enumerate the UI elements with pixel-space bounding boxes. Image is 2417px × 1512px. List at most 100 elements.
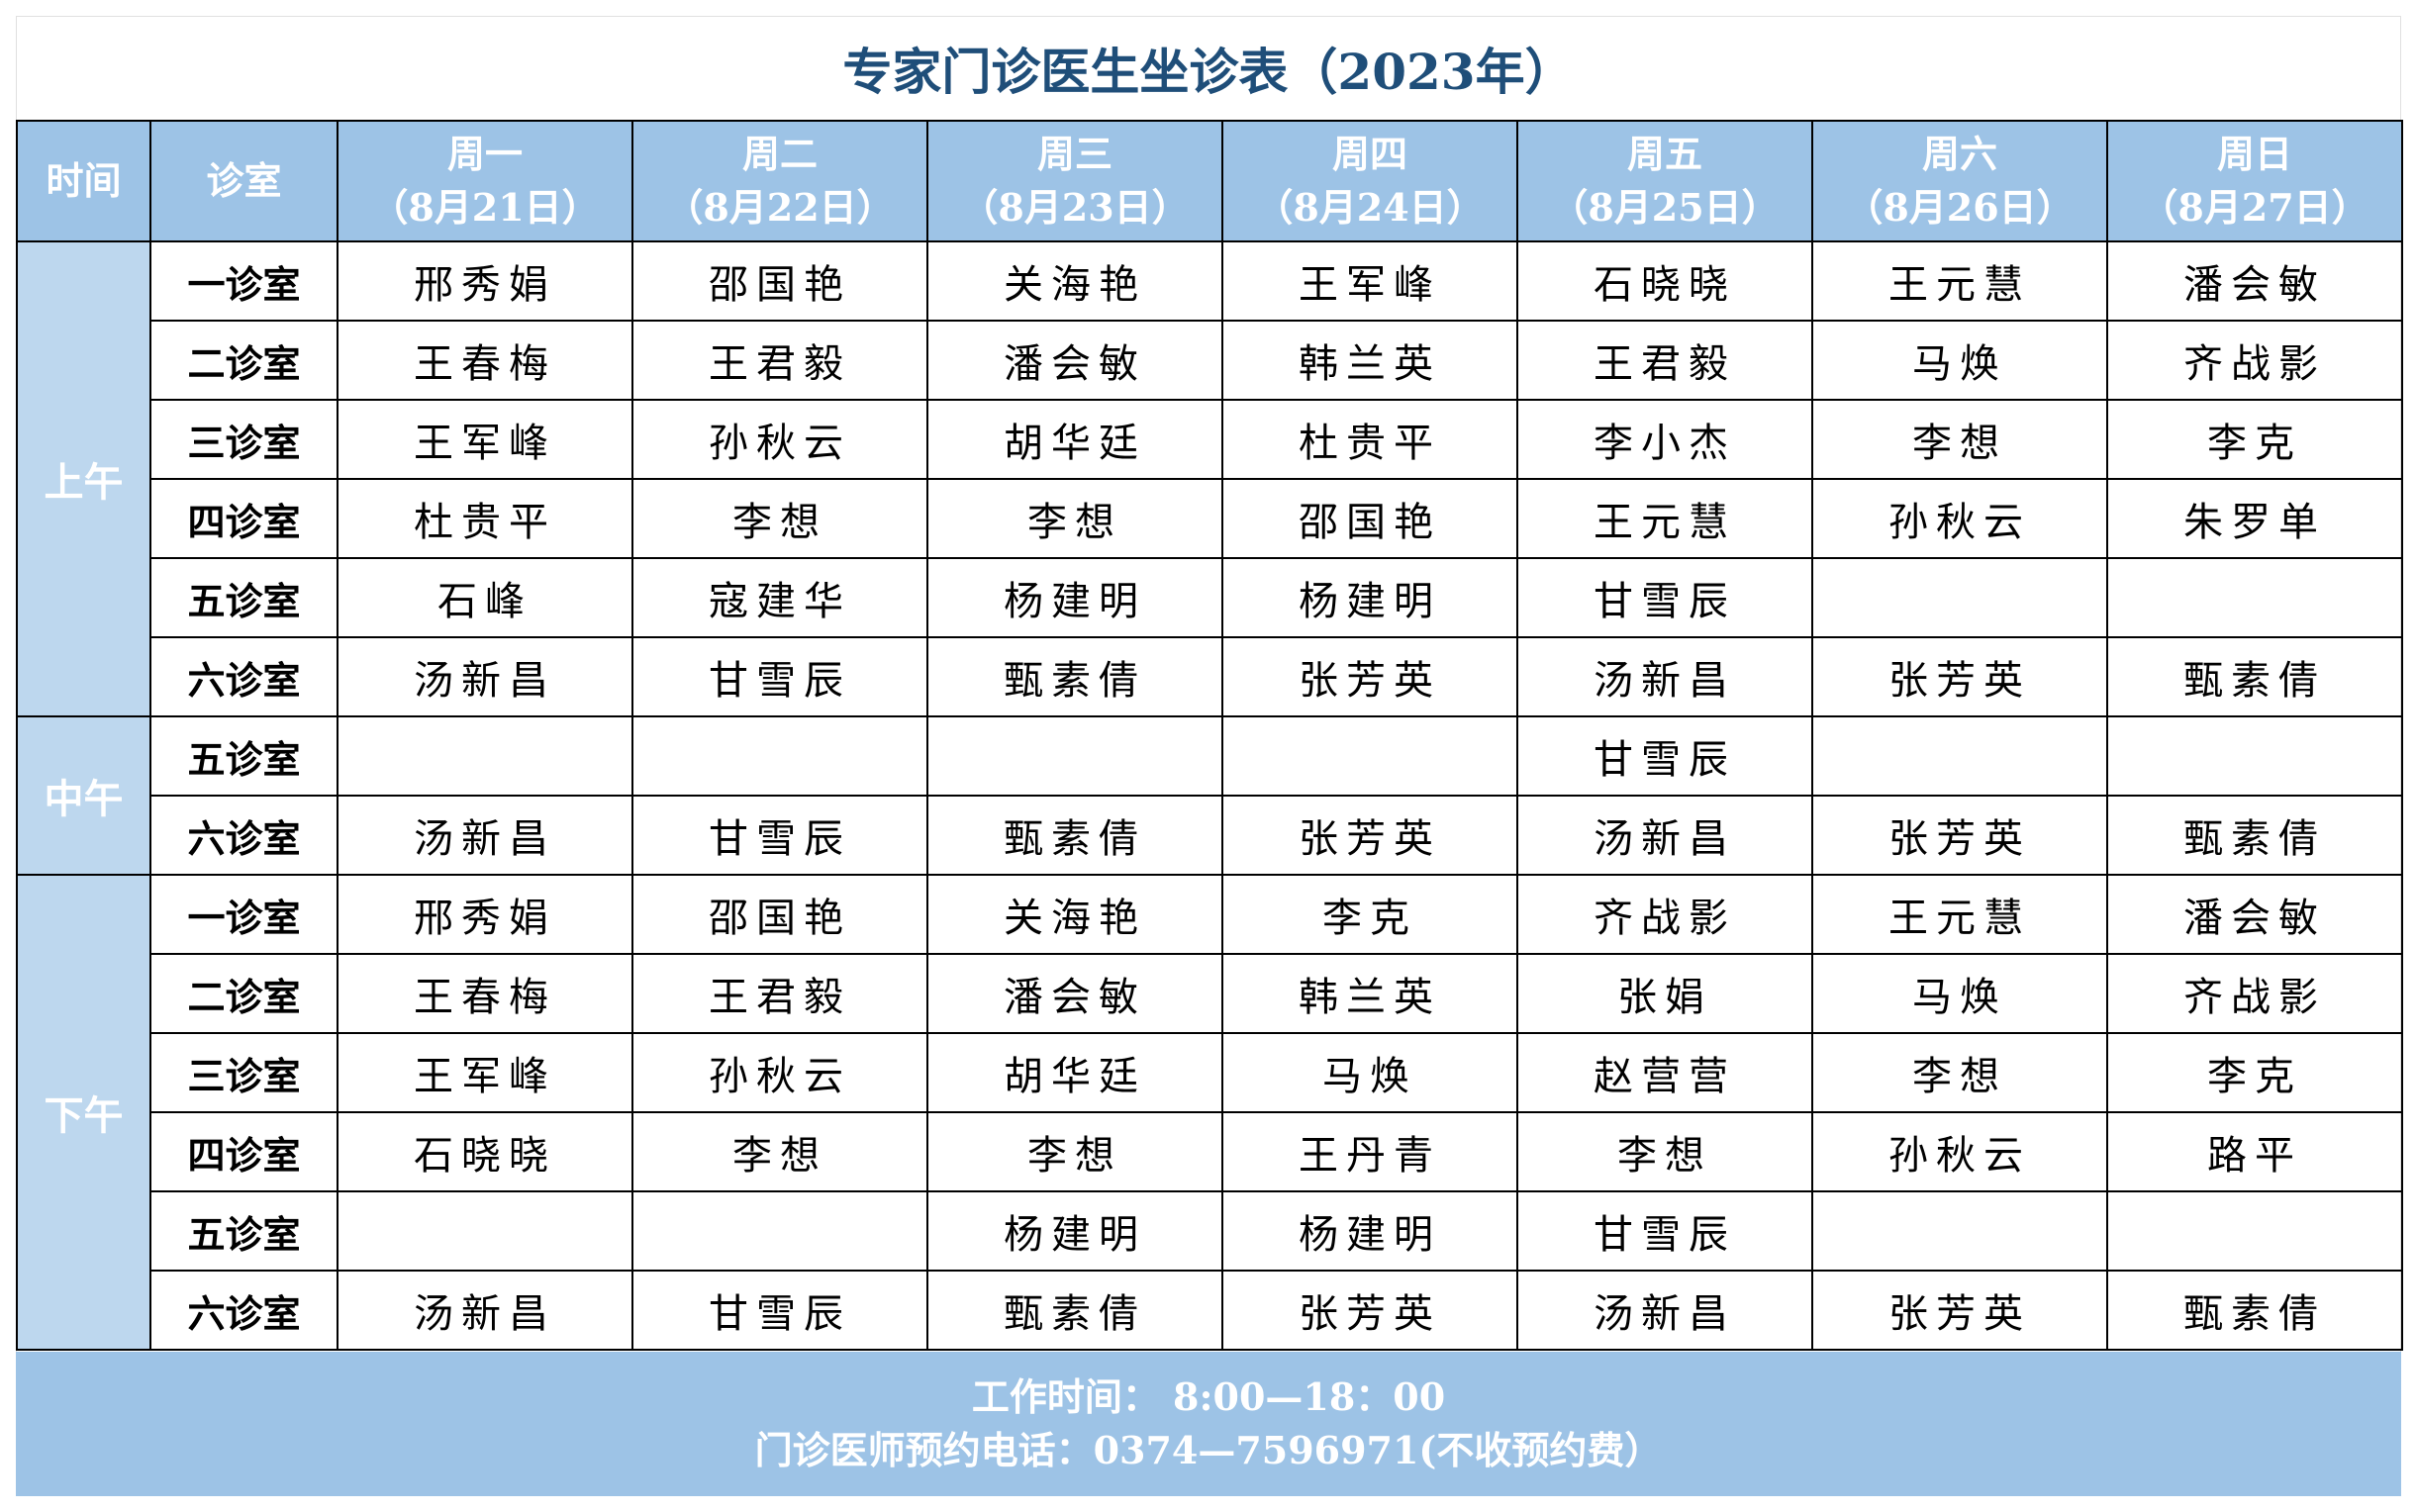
doctor-cell: 王元慧 bbox=[1811, 240, 2108, 322]
doctor-cell: 汤新昌 bbox=[337, 636, 633, 717]
doctor-cell: 张娟 bbox=[1516, 953, 1813, 1034]
doctor-cell: 王春梅 bbox=[337, 953, 633, 1034]
page-title: 专家门诊医生坐诊表（2023年） bbox=[842, 42, 1575, 101]
header-day: 周六 （8月26日） bbox=[1811, 120, 2108, 242]
date: （8月25日） bbox=[1550, 185, 1780, 230]
doctor-cell: 甘雪辰 bbox=[1516, 715, 1813, 797]
doctor-cell: 张芳英 bbox=[1221, 1270, 1518, 1351]
doctor-cell: 路平 bbox=[2106, 1111, 2403, 1192]
doctor-cell: 王君毅 bbox=[631, 320, 928, 401]
doctor-cell: 王春梅 bbox=[337, 320, 633, 401]
doctor-cell: 王元慧 bbox=[1811, 874, 2108, 955]
doctor-cell: 石晓晓 bbox=[1516, 240, 1813, 322]
doctor-cell: 潘会敏 bbox=[2106, 874, 2403, 955]
doctor-cell bbox=[2106, 1190, 2403, 1272]
header-room: 诊室 bbox=[149, 120, 338, 242]
doctor-cell: 李想 bbox=[926, 478, 1223, 559]
weekday: 周六 bbox=[1921, 132, 1997, 176]
doctor-cell: 甘雪辰 bbox=[1516, 557, 1813, 638]
doctor-cell bbox=[926, 715, 1223, 797]
work-hours: 工作时间： 8:00—18：00 bbox=[971, 1374, 1446, 1419]
doctor-cell: 杨建明 bbox=[926, 1190, 1223, 1272]
period-label: 上午 bbox=[16, 240, 151, 717]
table-row: 六诊室 汤新昌 甘雪辰 甄素倩 张芳英 汤新昌 张芳英 甄素倩 bbox=[17, 636, 2403, 717]
doctor-cell: 邢秀娟 bbox=[337, 874, 633, 955]
table-row: 四诊室 石晓晓 李想 李想 王丹青 李想 孙秋云 路平 bbox=[17, 1111, 2403, 1192]
doctor-cell: 李克 bbox=[2106, 399, 2403, 480]
doctor-cell: 李想 bbox=[631, 1111, 928, 1192]
doctor-cell: 杨建明 bbox=[926, 557, 1223, 638]
doctor-cell bbox=[1221, 715, 1518, 797]
room-label: 三诊室 bbox=[149, 1032, 338, 1113]
doctor-cell: 李想 bbox=[631, 478, 928, 559]
room-label: 六诊室 bbox=[149, 636, 338, 717]
doctor-cell: 甄素倩 bbox=[926, 636, 1223, 717]
doctor-cell: 李想 bbox=[926, 1111, 1223, 1192]
doctor-cell: 杜贵平 bbox=[337, 478, 633, 559]
doctor-cell: 石晓晓 bbox=[337, 1111, 633, 1192]
doctor-cell: 汤新昌 bbox=[337, 795, 633, 876]
header-row: 时间 诊室 周一 （8月21日） 周二 （8月22日） 周三 （8月23日） 周四 （8月24… bbox=[16, 120, 2403, 242]
doctor-cell bbox=[1811, 1190, 2108, 1272]
doctor-cell: 孙秋云 bbox=[1811, 478, 2108, 559]
doctor-cell: 齐战影 bbox=[1516, 874, 1813, 955]
doctor-cell: 马焕 bbox=[1811, 953, 2108, 1034]
doctor-cell: 杜贵平 bbox=[1221, 399, 1518, 480]
doctor-cell: 朱罗单 bbox=[2106, 478, 2403, 559]
date: （8月21日） bbox=[370, 185, 600, 230]
doctor-cell: 甘雪辰 bbox=[631, 636, 928, 717]
room-label: 四诊室 bbox=[149, 1111, 338, 1192]
doctor-cell: 齐战影 bbox=[2106, 320, 2403, 401]
doctor-cell: 汤新昌 bbox=[337, 1270, 633, 1351]
doctor-cell bbox=[2106, 715, 2403, 797]
weekday: 周三 bbox=[1036, 132, 1112, 176]
doctor-cell: 邵国艳 bbox=[631, 240, 928, 322]
doctor-cell bbox=[631, 1190, 928, 1272]
doctor-cell: 甄素倩 bbox=[926, 795, 1223, 876]
doctor-cell: 潘会敏 bbox=[926, 953, 1223, 1034]
doctor-cell: 张芳英 bbox=[1221, 795, 1518, 876]
doctor-cell: 邵国艳 bbox=[1221, 478, 1518, 559]
doctor-cell: 李克 bbox=[1221, 874, 1518, 955]
header-day: 周日 （8月27日） bbox=[2106, 120, 2403, 242]
room-label: 五诊室 bbox=[149, 1190, 338, 1272]
date: （8月26日） bbox=[1845, 185, 2075, 230]
header-day: 周一 （8月21日） bbox=[337, 120, 633, 242]
doctor-cell: 汤新昌 bbox=[1516, 636, 1813, 717]
doctor-cell: 韩兰英 bbox=[1221, 953, 1518, 1034]
date: （8月24日） bbox=[1255, 185, 1485, 230]
doctor-cell: 李想 bbox=[1811, 399, 2108, 480]
room-label: 五诊室 bbox=[149, 715, 338, 797]
doctor-cell: 汤新昌 bbox=[1516, 1270, 1813, 1351]
doctor-cell: 李想 bbox=[1811, 1032, 2108, 1113]
doctor-cell: 胡华廷 bbox=[926, 1032, 1223, 1113]
doctor-cell: 王军峰 bbox=[337, 1032, 633, 1113]
weekday: 周五 bbox=[1626, 132, 1702, 176]
doctor-cell bbox=[2106, 557, 2403, 638]
room-label: 五诊室 bbox=[149, 557, 338, 638]
table-row: 五诊室 石峰 寇建华 杨建明 杨建明 甘雪辰 bbox=[17, 557, 2403, 638]
doctor-cell: 甄素倩 bbox=[2106, 795, 2403, 876]
table-row: 六诊室 汤新昌 甘雪辰 甄素倩 张芳英 汤新昌 张芳英 甄素倩 bbox=[17, 795, 2403, 876]
doctor-cell: 杨建明 bbox=[1221, 1190, 1518, 1272]
doctor-cell bbox=[1811, 715, 2108, 797]
doctor-cell: 李克 bbox=[2106, 1032, 2403, 1113]
date: （8月22日） bbox=[665, 185, 895, 230]
table-row: 上午 一诊室 邢秀娟 邵国艳 关海艳 王军峰 石晓晓 王元慧 潘会敏 bbox=[16, 240, 2403, 717]
doctor-cell: 李想 bbox=[1516, 1111, 1813, 1192]
doctor-cell: 孙秋云 bbox=[631, 1032, 928, 1113]
table-row: 二诊室 王春梅 王君毅 潘会敏 韩兰英 张娟 马焕 齐战影 bbox=[17, 953, 2403, 1034]
appointment-phone: 门诊医师预约电话：0374—7596971(不收预约费） bbox=[754, 1428, 1663, 1472]
doctor-cell: 马焕 bbox=[1221, 1032, 1518, 1113]
date: （8月27日） bbox=[2140, 185, 2369, 230]
doctor-cell: 王君毅 bbox=[631, 953, 928, 1034]
room-label: 一诊室 bbox=[149, 874, 338, 955]
schedule-table: 时间 诊室 周一 （8月21日） 周二 （8月22日） 周三 （8月23日） 周四 （8月24… bbox=[16, 120, 2403, 1351]
room-label: 三诊室 bbox=[149, 399, 338, 480]
doctor-cell: 张芳英 bbox=[1811, 795, 2108, 876]
table-row: 中午 五诊室 甘雪辰 bbox=[16, 715, 2403, 876]
table-row: 五诊室 杨建明 杨建明 甘雪辰 bbox=[17, 1190, 2403, 1272]
header-day: 周二 （8月22日） bbox=[631, 120, 928, 242]
header-time: 时间 bbox=[16, 120, 151, 242]
period-label: 下午 bbox=[16, 874, 151, 1351]
